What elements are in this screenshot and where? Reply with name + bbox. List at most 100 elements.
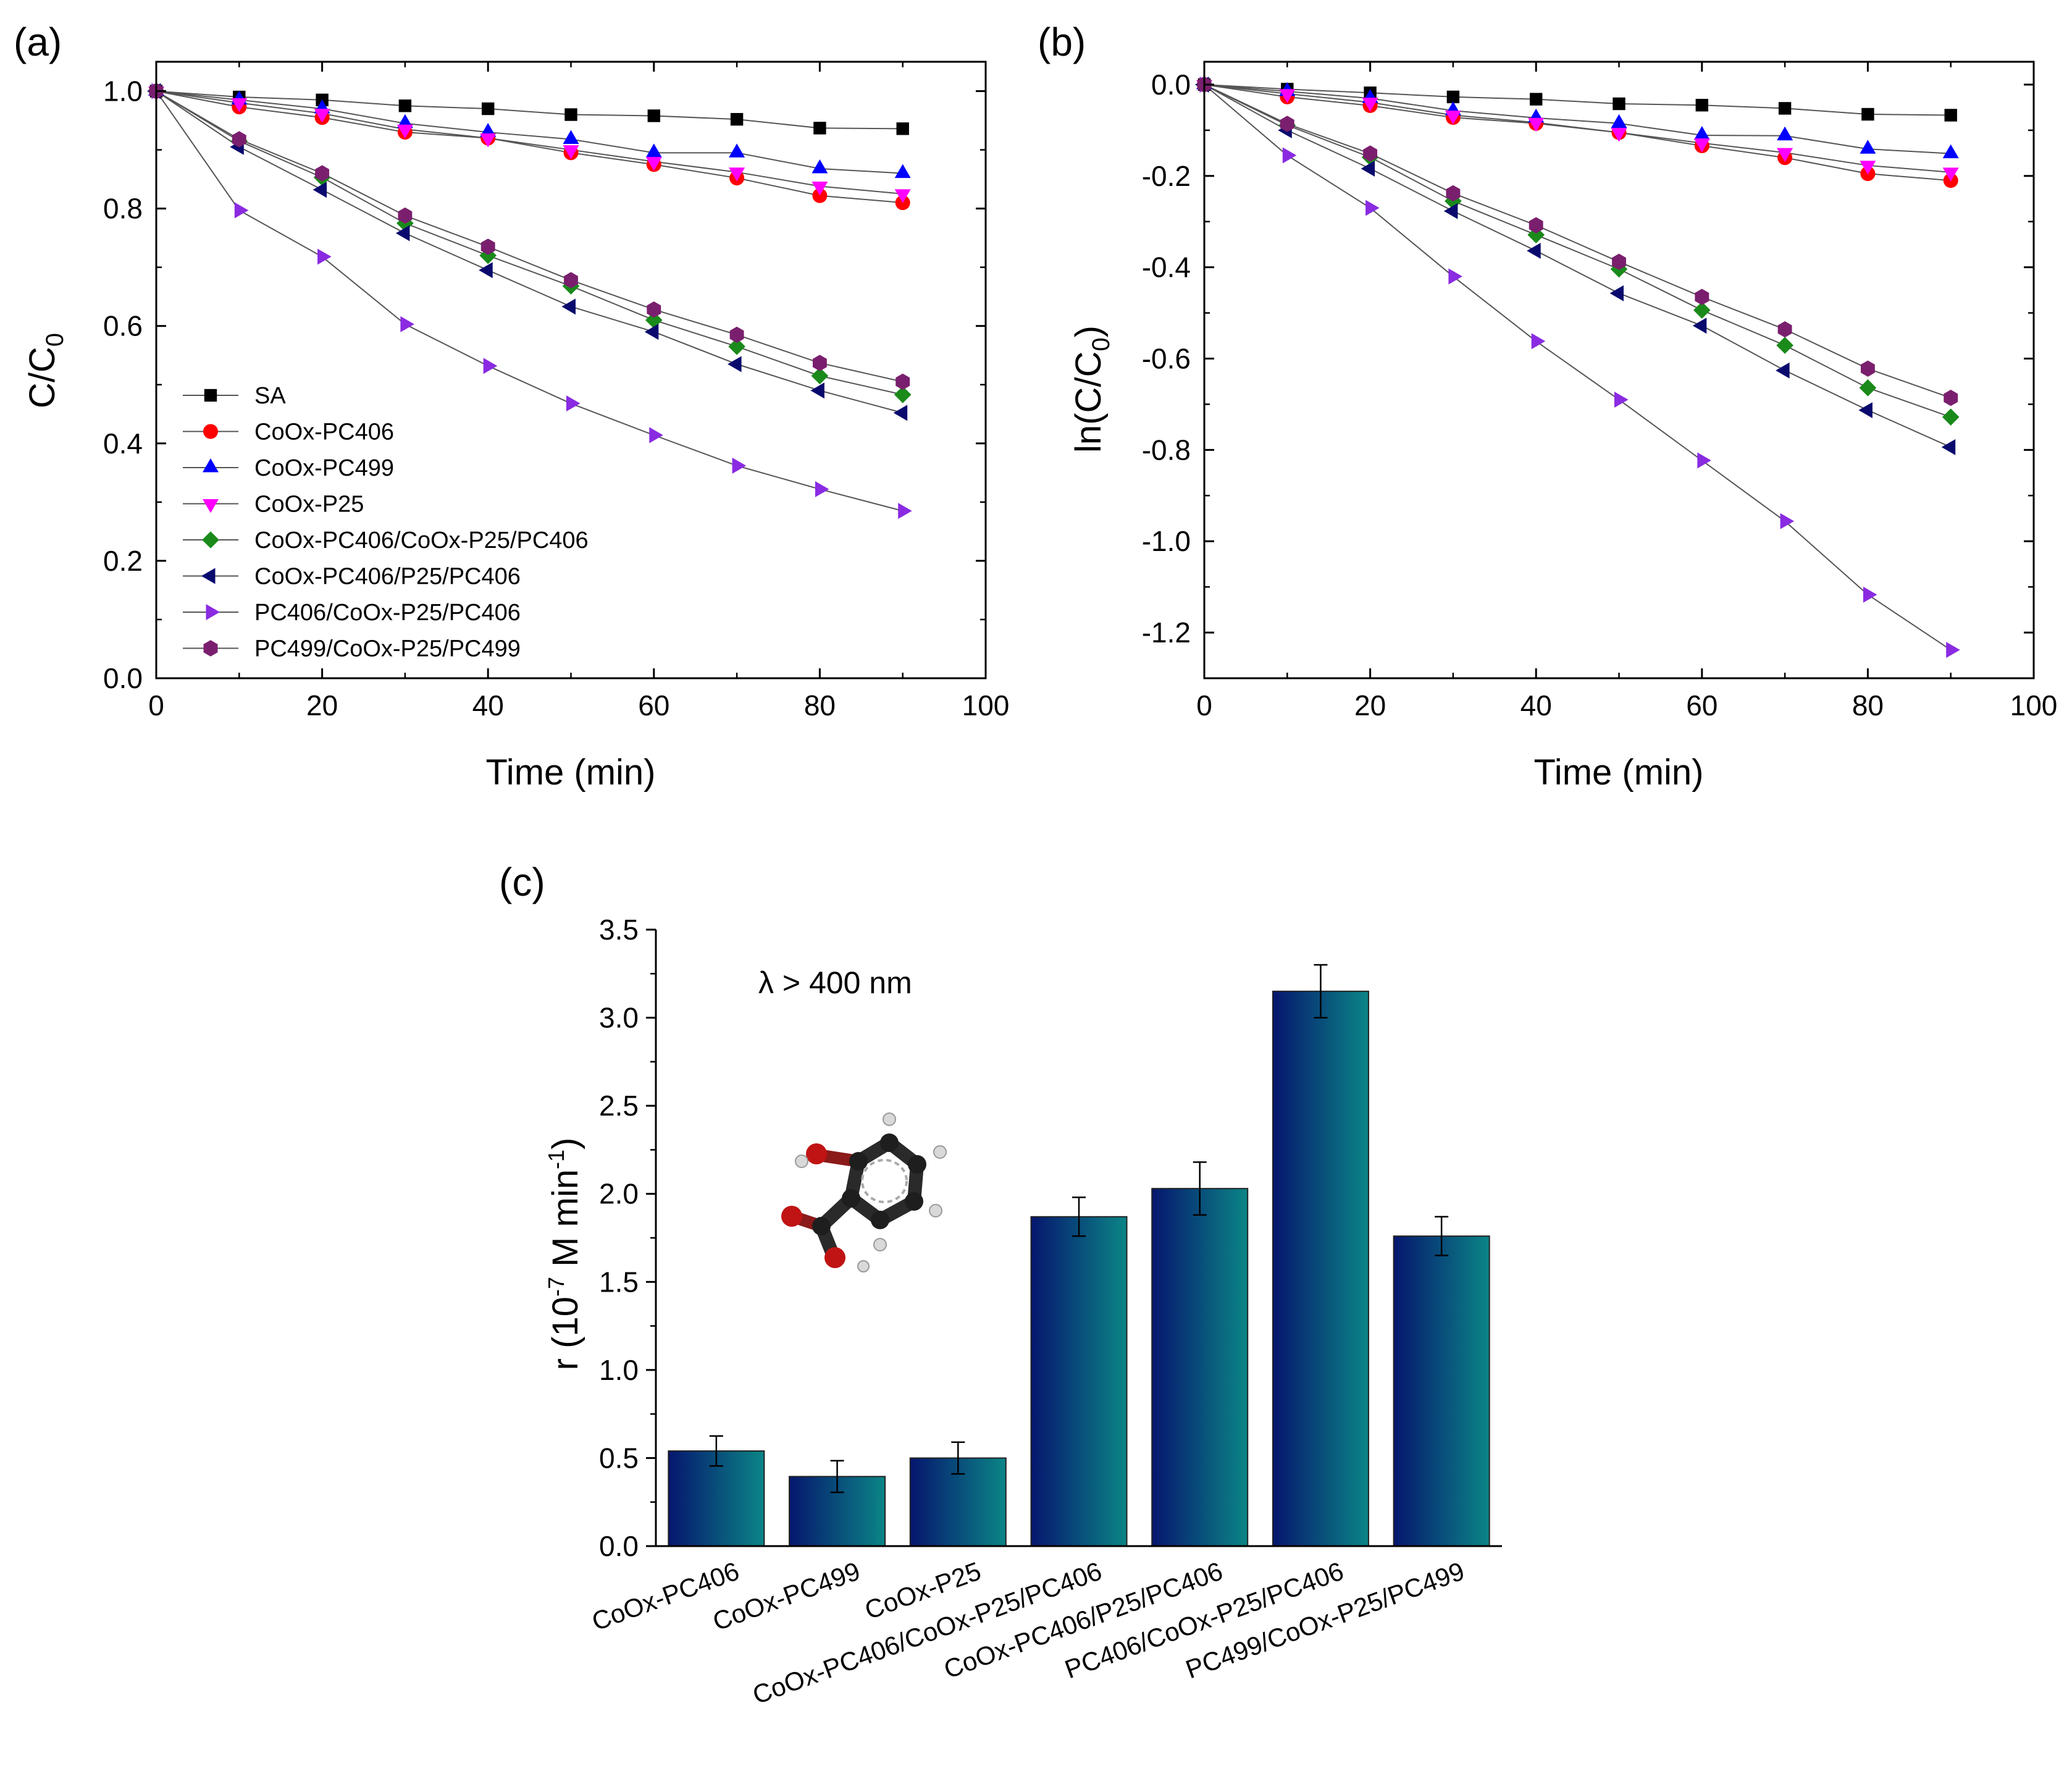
data-point — [645, 157, 662, 171]
data-point — [894, 189, 911, 203]
series-line — [1204, 84, 1952, 399]
legend-marker — [204, 389, 217, 402]
series-line — [156, 90, 903, 414]
plot-frame-b — [1203, 61, 2035, 679]
series-line — [156, 90, 903, 382]
panel-label-c: (c) — [499, 860, 545, 904]
data-point — [1448, 268, 1462, 285]
legend-label: PC406/CoOx-P25/PC406 — [254, 600, 521, 626]
data-point — [729, 326, 744, 343]
data-point — [564, 108, 577, 121]
data-point — [1944, 109, 1957, 122]
chart-panel-b: 0 20 40 60 80 100-1.2-1.0-0.8-0.6-0.4-0.20.0 … — [1068, 61, 2058, 793]
data-point — [1861, 107, 1874, 121]
data-point — [898, 503, 912, 519]
data-point — [563, 145, 579, 159]
data-point — [728, 338, 745, 355]
data-point — [1446, 90, 1460, 104]
data-point — [812, 188, 828, 203]
data-point — [234, 202, 249, 219]
y-tick-label: 0.5 — [599, 1442, 639, 1474]
data-point — [561, 298, 576, 315]
data-point — [480, 123, 497, 137]
data-point — [1611, 128, 1627, 142]
y-tick-label: 0.0 — [103, 662, 143, 694]
data-point — [649, 427, 663, 444]
x-tick-label: 100 — [962, 689, 1010, 721]
data-point — [644, 324, 659, 340]
bar — [1393, 1235, 1490, 1547]
data-point — [1280, 116, 1294, 132]
data-point — [314, 109, 330, 123]
data-point — [893, 405, 908, 421]
data-point — [815, 481, 829, 497]
series-line — [156, 90, 903, 512]
y-tick-label: -0.4 — [1142, 251, 1191, 284]
x-tick-label: 60 — [1686, 689, 1718, 721]
series-line — [1204, 83, 1951, 116]
legend-label: CoOx-PC406 — [254, 419, 394, 445]
chart-panel-a: 0 20 40 60 80 100 0.0 0.2 0.4 0.6 0.8 1.0 Time (min… — [22, 61, 1010, 793]
legend-marker — [202, 531, 219, 549]
data-point — [1282, 147, 1297, 164]
y-tick-label: 3.5 — [599, 914, 639, 946]
legend-marker — [206, 604, 220, 620]
chart-panel-c: 0.00.51.01.52.02.53.03.5 CoOx-PC406CoOx-… — [543, 914, 1502, 1710]
series-line — [156, 90, 903, 195]
legend-label: SA — [254, 383, 286, 409]
legend-marker — [201, 568, 216, 584]
data-point — [231, 98, 248, 112]
x-tick-label: 60 — [638, 689, 669, 721]
y-axis-title-b: ln(C/C0) — [1068, 326, 1115, 453]
y-tick-label: 0.0 — [1151, 69, 1191, 101]
data-point — [1860, 360, 1875, 377]
data-point — [232, 131, 246, 148]
data-point — [894, 386, 912, 403]
y-tick-label: 2.5 — [599, 1090, 639, 1122]
y-tick-label: -1.0 — [1142, 525, 1191, 557]
series-line — [1204, 84, 1952, 418]
data-point — [1942, 167, 1959, 182]
data-point — [1777, 321, 1792, 338]
series-line — [1204, 83, 1951, 154]
data-point — [1528, 117, 1545, 132]
data-point — [480, 238, 495, 255]
bar — [1030, 1216, 1128, 1547]
data-point — [1863, 586, 1877, 603]
x-tick-label: 100 — [2010, 689, 2058, 721]
y-tick-label: -0.6 — [1142, 343, 1191, 375]
y-tick-label: -0.2 — [1142, 160, 1191, 192]
y-axis-title-a: C/C0 — [22, 333, 69, 408]
data-point — [812, 159, 828, 174]
data-point — [894, 164, 911, 179]
data-point — [396, 124, 413, 139]
data-point — [1776, 337, 1793, 354]
legend-label: CoOx-PC406/P25/PC406 — [254, 564, 521, 590]
data-point — [396, 114, 413, 128]
data-point — [729, 167, 745, 182]
y-tick-label: 1.5 — [599, 1266, 639, 1298]
data-point — [1941, 439, 1956, 455]
data-point — [395, 225, 410, 242]
data-point — [398, 207, 413, 224]
y-tick-label: 0.8 — [103, 193, 143, 225]
legend-marker — [203, 458, 219, 473]
y-axis-title-c: r (10-7 M min-1) — [543, 1138, 585, 1371]
data-point — [482, 102, 495, 116]
data-point — [730, 112, 744, 126]
data-point — [1527, 226, 1545, 243]
data-point — [895, 373, 910, 390]
data-point — [728, 356, 742, 372]
x-axis-title-a: Time (min) — [486, 752, 656, 793]
data-point — [1695, 99, 1708, 112]
legend: SA CoOx-PC406 CoOx-PC499 CoOx-P25 CoOx-PC406… — [183, 383, 589, 662]
legend-marker — [203, 499, 219, 513]
data-point — [479, 262, 493, 279]
data-point — [647, 109, 660, 122]
x-tick-label: 80 — [1852, 689, 1884, 721]
data-point — [1279, 89, 1296, 103]
y-tick-label: 0.6 — [103, 310, 143, 342]
data-point — [812, 182, 828, 196]
data-point — [564, 272, 578, 288]
